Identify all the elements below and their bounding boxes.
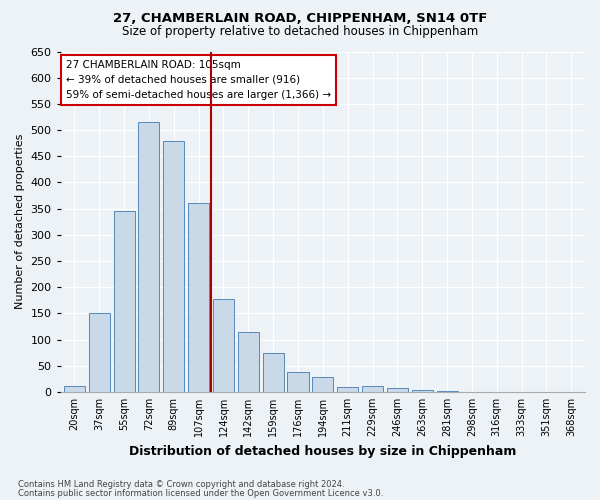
Bar: [312, 378, 334, 392]
Text: 27 CHAMBERLAIN ROAD: 105sqm
← 39% of detached houses are smaller (916)
59% of se: 27 CHAMBERLAIN ROAD: 105sqm ← 39% of det…: [66, 60, 331, 100]
Bar: [64, 386, 85, 392]
Bar: [263, 352, 284, 392]
Bar: [163, 140, 184, 392]
Bar: [287, 372, 308, 392]
Text: 27, CHAMBERLAIN ROAD, CHIPPENHAM, SN14 0TF: 27, CHAMBERLAIN ROAD, CHIPPENHAM, SN14 0…: [113, 12, 487, 26]
Bar: [139, 122, 160, 392]
Bar: [238, 332, 259, 392]
Bar: [412, 390, 433, 392]
Bar: [89, 314, 110, 392]
Bar: [188, 204, 209, 392]
Bar: [337, 386, 358, 392]
Text: Contains public sector information licensed under the Open Government Licence v3: Contains public sector information licen…: [18, 489, 383, 498]
Bar: [213, 298, 234, 392]
Text: Size of property relative to detached houses in Chippenham: Size of property relative to detached ho…: [122, 25, 478, 38]
Bar: [387, 388, 408, 392]
Text: Contains HM Land Registry data © Crown copyright and database right 2024.: Contains HM Land Registry data © Crown c…: [18, 480, 344, 489]
Bar: [362, 386, 383, 392]
Bar: [113, 211, 134, 392]
Y-axis label: Number of detached properties: Number of detached properties: [15, 134, 25, 310]
X-axis label: Distribution of detached houses by size in Chippenham: Distribution of detached houses by size …: [129, 444, 517, 458]
